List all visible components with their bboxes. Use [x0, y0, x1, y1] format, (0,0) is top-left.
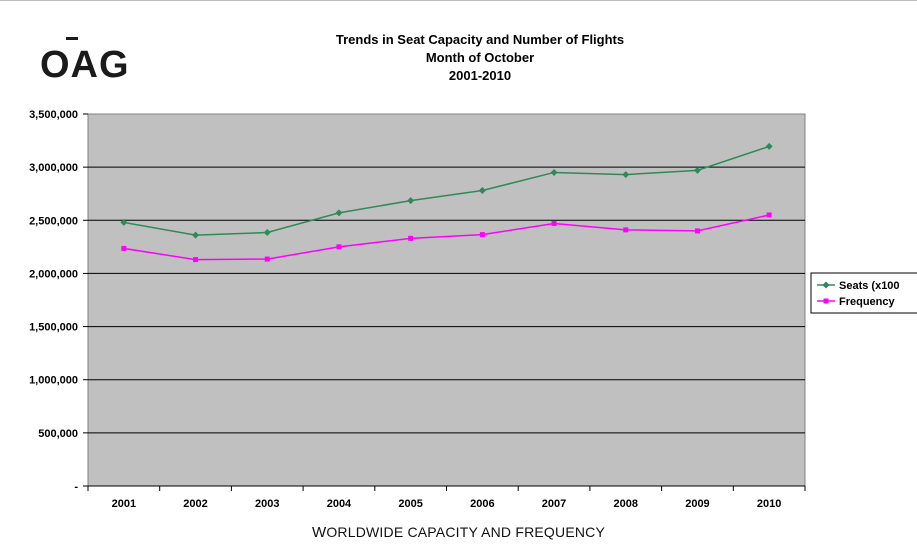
y-axis: - 500,000 1,000,000 1,500,000 2,000,000 2,500…	[29, 109, 88, 493]
data-point	[551, 220, 557, 226]
x-tick-label: 2007	[542, 498, 566, 510]
series-seats	[120, 142, 773, 239]
legend-label: Frequency	[839, 296, 896, 308]
data-point	[550, 168, 558, 176]
data-point	[766, 212, 772, 218]
x-axis: 2001 2002 2003 2004 2005 2006 2007 2008 2009 2010	[87, 485, 806, 510]
y-tick-label: 500,000	[38, 428, 78, 440]
legend: Seats (x100 Frequency	[810, 272, 917, 314]
data-point	[336, 244, 342, 250]
x-tick-label: 2001	[112, 498, 136, 510]
data-point	[694, 228, 700, 234]
x-tick-label: 2009	[685, 498, 709, 510]
data-point	[120, 218, 128, 226]
y-tick-label: 3,500,000	[29, 109, 78, 121]
oag-logo: OAG	[40, 37, 130, 86]
y-tick-label: -	[74, 481, 78, 493]
x-tick-label: 2008	[614, 498, 638, 510]
data-point	[408, 235, 414, 241]
y-tick-label: 2,500,000	[29, 215, 78, 227]
data-point	[479, 232, 485, 238]
data-point	[335, 209, 343, 217]
x-tick-label: 2003	[255, 498, 279, 510]
y-tick-label: 1,500,000	[29, 322, 78, 334]
data-point	[193, 257, 199, 263]
legend-swatch-marker	[822, 281, 830, 289]
series-line	[123, 214, 770, 261]
data-point	[263, 229, 271, 237]
data-point	[121, 245, 127, 251]
data-point	[693, 166, 701, 174]
legend-swatch-marker	[823, 298, 829, 304]
data-point	[623, 227, 629, 233]
x-tick-label: 2004	[327, 498, 352, 510]
legend-label: Seats (x100	[839, 280, 900, 292]
x-tick-label: 2002	[183, 498, 207, 510]
chart-title: Trends in Seat Capacity and Number of Fl…	[336, 32, 624, 47]
plot-area	[87, 113, 806, 487]
y-tick-label: 2,000,000	[29, 268, 78, 280]
data-point	[622, 171, 630, 179]
caption-initial: W	[311, 524, 327, 541]
line-chart: OAG Trends in Seat Capacity and Number o…	[29, 32, 917, 510]
y-tick-label: 1,000,000	[29, 375, 78, 387]
chart-subtitle: Month of October	[426, 50, 534, 65]
series-frequency	[121, 212, 772, 263]
data-point	[192, 231, 200, 239]
oag-logo-accent	[66, 37, 78, 40]
data-point	[407, 197, 415, 205]
chart-frame: OAG Trends in Seat Capacity and Number o…	[0, 0, 917, 510]
x-tick-label: 2006	[470, 498, 494, 510]
oag-logo-text: OAG	[40, 44, 130, 86]
data-point	[478, 187, 486, 195]
y-tick-label: 3,000,000	[29, 162, 78, 174]
gridlines	[88, 166, 805, 434]
x-tick-label: 2005	[398, 498, 422, 510]
x-tick-label: 2010	[757, 498, 781, 510]
chart-year-range: 2001-2010	[449, 68, 511, 83]
data-point	[765, 142, 773, 150]
figure-caption: WORLDWIDE CAPACITY AND FREQUENCY	[0, 524, 917, 541]
series-line	[123, 145, 770, 236]
series-layer	[120, 142, 773, 263]
legend-box	[810, 272, 917, 314]
caption-text: ORLDWIDE CAPACITY AND FREQUENCY	[326, 524, 606, 540]
data-point	[264, 256, 270, 262]
